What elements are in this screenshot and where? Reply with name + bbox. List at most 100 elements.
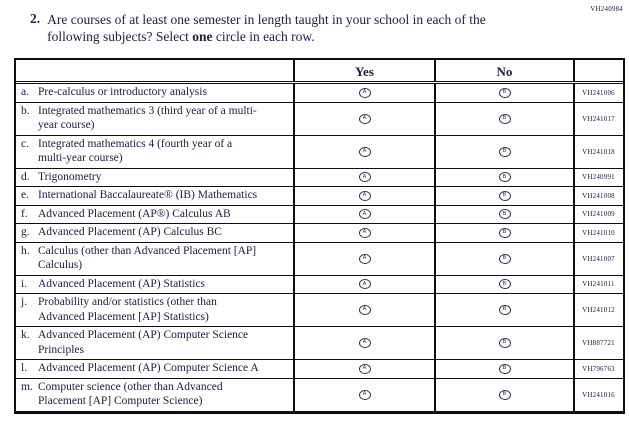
no-radio-circle[interactable]: B [498,146,511,157]
yes-option-cell[interactable]: A [295,84,436,102]
yes-radio-circle[interactable]: A [358,253,371,264]
no-radio-circle[interactable]: B [498,227,511,238]
no-radio-circle[interactable]: B [498,209,511,220]
bubble-letter: B [502,306,507,313]
no-option-cell[interactable]: B [436,102,575,135]
table-header-row: Yes No [16,60,623,84]
yes-radio-circle[interactable]: A [358,363,371,374]
yes-radio-circle[interactable]: A [358,209,371,220]
no-radio-circle[interactable]: B [498,113,511,124]
bubble-letter: A [362,173,367,180]
bubble-letter: B [502,365,507,371]
row-code: VH241016 [582,390,615,399]
row-code: VH241008 [582,191,615,200]
no-option-cell[interactable]: B [436,360,575,378]
yes-option-cell[interactable]: A [295,242,436,275]
row-marker: b. [21,104,30,117]
row-label: Trigonometry [38,170,102,183]
bubble-letter: A [362,210,367,217]
no-option-cell[interactable]: B [436,327,575,359]
yes-radio-circle[interactable]: A [358,87,371,98]
header-empty-cell [16,60,295,81]
row-code: VH241018 [582,147,615,156]
row-marker: a. [21,86,29,98]
table-row-f: f. Advanced Placement (AP®) Calculus AB A… [16,205,623,224]
yes-option-cell[interactable]: A [295,294,436,326]
bubble-letter: B [502,254,507,261]
no-radio-circle[interactable]: B [498,363,511,374]
no-option-cell[interactable]: B [436,187,575,205]
yes-radio-circle[interactable]: A [358,338,371,348]
yes-option-cell[interactable]: A [295,275,436,293]
column-header-yes: Yes [295,60,436,81]
row-marker: l. [21,362,28,374]
row-label: Integrated mathematics 3 (third year of … [38,104,257,132]
row-label: International Baccalaureate® (IB) Mathem… [38,189,258,201]
bubble-letter: A [362,229,367,235]
row-marker: k. [21,329,30,341]
row-code: VH241012 [582,306,615,314]
no-option-cell[interactable]: B [436,135,575,168]
no-radio-circle[interactable]: B [498,338,511,348]
bubble-letter: A [362,306,367,313]
yes-radio-circle[interactable]: A [358,305,371,315]
table-row-g: g. Advanced Placement (AP) Calculus BC A … [16,224,623,243]
no-radio-circle[interactable]: B [498,172,511,183]
no-radio-circle[interactable]: B [498,305,511,315]
table-row-d: d. Trigonometry A B VH240991 [16,168,623,187]
yes-option-cell[interactable]: A [295,378,436,411]
bubble-letter: A [362,280,367,287]
no-option-cell[interactable]: B [436,275,575,293]
bubble-letter: B [502,89,507,95]
no-option-cell[interactable]: B [436,205,575,223]
row-label: Advanced Placement (AP®) Calculus AB [38,207,231,220]
no-option-cell[interactable]: B [436,224,575,242]
table-row-j: j. Probability and/or statistics (other t… [16,294,623,327]
row-label: Advanced Placement (AP) Statistics [38,277,206,290]
row-code: VH241009 [582,210,615,219]
yes-option-cell[interactable]: A [295,360,436,378]
no-option-cell[interactable]: B [436,378,575,411]
no-radio-circle[interactable]: B [498,190,511,201]
table-row-i: i. Advanced Placement (AP) Statistics A B… [16,275,623,294]
column-header-no: No [436,60,575,81]
no-option-cell[interactable]: B [436,168,575,186]
table-row-k: k. Advanced Placement (AP) Computer Scien… [16,327,623,360]
yes-option-cell[interactable]: A [295,102,436,135]
yes-radio-circle[interactable]: A [358,279,371,290]
bubble-letter: A [362,339,367,346]
question-text-before: Are courses of at least one semester in … [47,12,486,45]
no-radio-circle[interactable]: B [498,279,511,290]
bubble-letter: A [362,365,367,371]
yes-radio-circle[interactable]: A [358,389,371,400]
yes-radio-circle[interactable]: A [358,113,371,124]
no-option-cell[interactable]: B [436,84,575,102]
yes-option-cell[interactable]: A [295,135,436,168]
table-row-m: m. Computer science (other than Advanced … [16,378,623,411]
bubble-letter: B [502,173,507,180]
yes-option-cell[interactable]: A [295,327,436,359]
no-radio-circle[interactable]: B [498,253,511,264]
yes-radio-circle[interactable]: A [358,172,371,183]
yes-option-cell[interactable]: A [295,187,436,205]
yes-option-cell[interactable]: A [295,224,436,242]
table-row-c: c. Integrated mathematics 4 (fourth year … [16,135,623,169]
yes-radio-circle[interactable]: A [358,227,371,238]
yes-option-cell[interactable]: A [295,205,436,223]
row-label: Calculus (other than Advanced Placement … [38,244,257,272]
yes-option-cell[interactable]: A [295,168,436,186]
no-option-cell[interactable]: B [436,242,575,275]
row-label: Probability and/or statistics (other tha… [38,296,217,323]
row-marker: j. [21,296,28,308]
yes-radio-circle[interactable]: A [358,146,371,157]
no-option-cell[interactable]: B [436,294,575,326]
row-marker: h. [21,244,30,257]
table-row-l: l. Advanced Placement (AP) Computer Scien… [16,360,623,379]
no-radio-circle[interactable]: B [498,87,511,98]
no-radio-circle[interactable]: B [498,389,511,400]
row-marker: c. [21,137,29,150]
yes-radio-circle[interactable]: A [358,190,371,201]
row-label: Integrated mathematics 4 (fourth year of… [38,137,233,165]
row-label: Advanced Placement (AP) Calculus BC [38,226,222,238]
